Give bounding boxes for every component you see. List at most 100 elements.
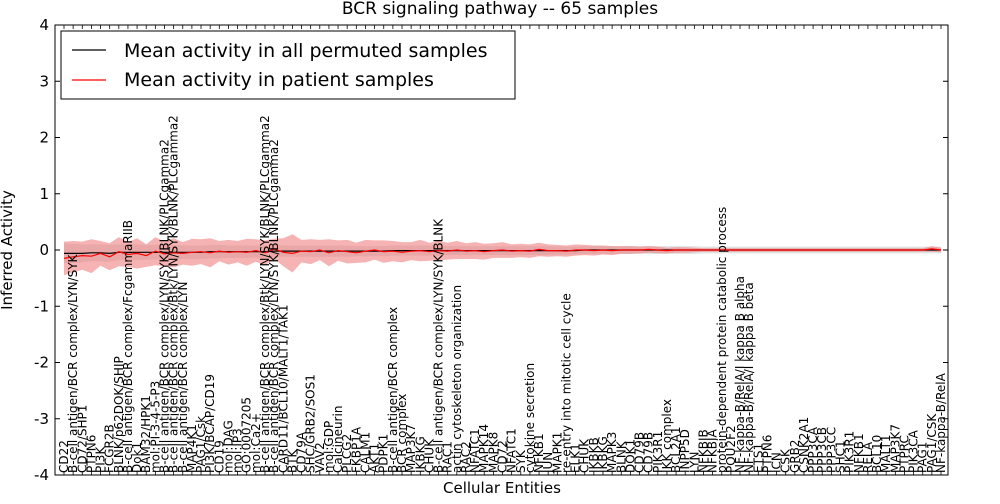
x-tick-label: CD22 (57, 440, 71, 473)
x-tick-label: PLCG2 (340, 434, 354, 473)
x-tick-label: IKBKB (587, 437, 601, 473)
x-tick-label: NFATC1 (468, 428, 482, 473)
x-tick-label: CD79A (295, 431, 309, 473)
x-tick-label: NFATC1 (505, 428, 519, 473)
x-tick-label: ELK1 (569, 443, 583, 473)
y-tick-label: 2 (39, 129, 49, 147)
x-tick-label: CD72 (496, 440, 510, 473)
x-tick-label: PI3K/BCAP/CD19 (203, 374, 217, 473)
x-tick-label: PTPN6 (84, 435, 98, 473)
x-tick-label: IKK complex (660, 399, 674, 473)
x-tick-label: BCL10 (870, 435, 884, 473)
x-tick-label: LYN (687, 452, 701, 473)
x-tick-label: MAPK1 (550, 432, 564, 473)
x-tick-label: FCGR2B (103, 424, 117, 473)
x-tick-label: B-cell antigen/BCR complex/LYN/SYK/BLNK/… (267, 139, 281, 473)
x-tick-label: RAC2 (459, 441, 473, 473)
x-tick-label: GO:0007205 (240, 397, 254, 473)
x-tick-label: actin cytoskeleton organization (450, 285, 464, 473)
x-tick-label: MAPK8 (486, 432, 500, 473)
x-tick-label: IKBKG (413, 436, 427, 473)
x-tick-label: NF-kappa-B/RelA/I kappa B alpha (733, 276, 747, 473)
x-tick-label: PTPN6 (760, 435, 774, 473)
x-tick-label: CHUK (422, 438, 436, 473)
x-tick-label: MAP3K7 (888, 424, 902, 473)
x-tick-label: Dok1 (130, 442, 144, 473)
x-tick-label: BCR complex (395, 394, 409, 473)
legend-label-permuted: Mean activity in all permuted samples (124, 40, 487, 62)
x-tick-label: PDPK1 (377, 434, 391, 473)
x-tick-label: PPP3CB (815, 427, 829, 473)
x-tick-label: Calcineurin (331, 406, 345, 473)
x-tick-label: CD19 (212, 440, 226, 473)
x-tick-label: BCL2A1 (669, 426, 683, 473)
x-tick-label: re-entry into mitotic cell cycle (559, 293, 573, 473)
legend-box (60, 30, 516, 100)
y-tick-label: 0 (39, 241, 49, 259)
chart-title: BCR signaling pathway -- 65 samples (342, 0, 658, 19)
y-tick-label: 1 (39, 185, 49, 203)
x-tick-label: SHC/GRB2/SOS1 (304, 374, 318, 473)
x-axis-label: Cellular Entities (443, 479, 561, 497)
y-tick-label: 4 (39, 16, 49, 34)
x-tick-label: cytokine secretion (523, 363, 537, 473)
x-tick-label: NFKB1 (852, 433, 866, 473)
x-tick-label: mol:DAG (221, 420, 235, 473)
series-lines (63, 248, 942, 259)
x-tick-label: CHUK (578, 438, 592, 473)
x-tick-label: B-cell antigen/BCR complex/Btk/LYN/SYK/B… (258, 115, 272, 473)
x-tick-label: CALM1 (359, 432, 373, 473)
x-tick-label: MAP3K7 (404, 424, 418, 473)
x-tick-label: B-cell antigen/BCR complex/LYN/SYK/BLNK/… (158, 139, 172, 473)
x-tick-label: IKBKG (596, 436, 610, 473)
x-tick-label: PPP3CA (806, 426, 820, 473)
x-tick-label: MAPK3 (605, 432, 619, 473)
y-tick-label: -1 (34, 297, 49, 315)
x-tick-label: B-cell antigen/BCR complex/LYN/SYK (66, 253, 80, 473)
x-tick-label: NFKBIA (706, 428, 720, 473)
x-tick-label: mol:PI-3-4-5-P3 (148, 381, 162, 473)
x-tick-label: B-cell antigen/BCR complex/FcgammaRIIB (121, 220, 135, 473)
x-tick-label: CARD11/BCL10/MALT1/TAK1 (276, 304, 290, 473)
y-tick-label: -2 (34, 354, 49, 372)
x-tick-label: PIK3CA (907, 429, 921, 473)
x-tick-label: NF-kappa-B/RelA (934, 372, 948, 473)
x-tick-label: BLNK/p62DOK/SHIP (112, 356, 126, 473)
plot-frame (54, 24, 949, 476)
x-tick-label: RELA (861, 441, 875, 473)
x-tick-label: JUN (541, 452, 555, 474)
y-axis-ticks: -4 -3 -2 -1 0 1 2 3 4 (34, 16, 948, 484)
x-tick-label: PAG1/CSK (925, 413, 939, 473)
x-tick-label: ICN (770, 452, 784, 473)
x-tick-label: CSK (779, 448, 793, 473)
legend: Mean activity in all permuted samples Me… (60, 30, 516, 100)
x-tick-label: RAC1 (441, 441, 455, 473)
x-tick-label: PI3K (94, 446, 108, 473)
x-tick-label: PAG1 (916, 442, 930, 473)
x-tick-label: SHC1 (834, 440, 848, 473)
x-tick-label: VAV2 (313, 442, 327, 473)
x-tick-label: BLNK (614, 440, 628, 473)
patient-samples-band (64, 234, 941, 276)
x-tick-label: MAP4K1 (185, 424, 199, 473)
y-tick-label: -3 (34, 410, 49, 428)
x-tick-label: FKBP1A (349, 426, 363, 473)
x-tick-label: ETS1 (751, 443, 765, 473)
legend-label-patient: Mean activity in patient samples (124, 69, 434, 91)
x-tick-label: PPP3CC (824, 427, 838, 473)
x-tick-label: BTK (285, 448, 299, 473)
y-tick-label: -4 (34, 466, 49, 484)
x-tick-label: B-cell antigen/BCR complex/Btk/LYN/SYK/B… (167, 115, 181, 473)
x-tick-label: GRB2 (788, 439, 802, 473)
x-tick-label: PAG1/Csk (194, 416, 208, 473)
x-tick-label: NFKBIB (697, 429, 711, 473)
x-tick-label: CSNK2A1 (797, 417, 811, 473)
x-tick-label: AKT1 (368, 443, 382, 473)
x-tick-label: B-cell antigen/BCR complex (386, 307, 400, 473)
x-tick-label: BAM32/HPK1 (139, 395, 153, 473)
x-tick-label: POU2F2 (724, 425, 738, 473)
patient-samples-line (63, 248, 942, 259)
